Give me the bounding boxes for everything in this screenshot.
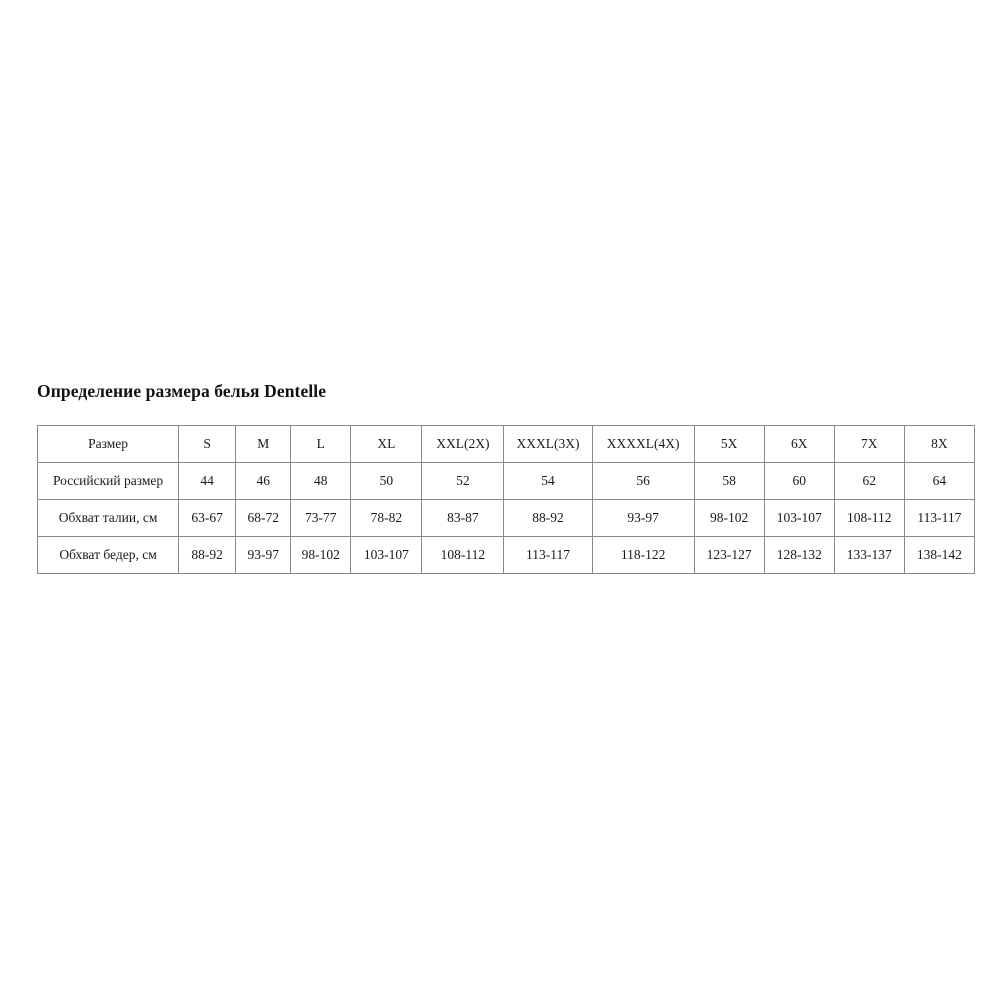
- row-label-russian-size: Российский размер: [36, 462, 180, 500]
- cell-russian-size-xl: 50: [350, 462, 423, 500]
- page-title: Определение размера белья Dentelle: [37, 381, 327, 401]
- cell-russian-size-m: 46: [235, 462, 292, 500]
- header-cell-5x: 5X: [693, 425, 765, 463]
- row-label-hips: Обхват бедер, см: [36, 536, 180, 574]
- cell-hips-8x: 138-142: [903, 536, 976, 574]
- cell-waist-5x: 98-102: [693, 499, 765, 537]
- table-row: Обхват бедер, см 88-92 93-97 98-102 103-…: [36, 536, 976, 574]
- row-label-waist: Обхват талии, см: [36, 499, 180, 537]
- cell-hips-6x: 128-132: [763, 536, 835, 574]
- cell-hips-2x: 108-112: [421, 536, 505, 574]
- header-cell-2x: XXL(2X): [421, 425, 505, 463]
- header-cell-3x: XXXL(3X): [503, 425, 593, 463]
- size-chart-table: Размер S M L XL XXL(2X) XXXL(3X) XXXXL(4…: [36, 425, 976, 574]
- header-cell-xl: XL: [350, 425, 423, 463]
- cell-waist-s: 63-67: [178, 499, 237, 537]
- cell-russian-size-2x: 52: [421, 462, 505, 500]
- cell-russian-size-7x: 62: [833, 462, 905, 500]
- cell-hips-m: 93-97: [235, 536, 292, 574]
- header-cell-8x: 8X: [903, 425, 976, 463]
- cell-waist-2x: 83-87: [421, 499, 505, 537]
- cell-russian-size-3x: 54: [503, 462, 593, 500]
- cell-waist-6x: 103-107: [763, 499, 835, 537]
- cell-hips-7x: 133-137: [833, 536, 905, 574]
- size-chart-container: Размер S M L XL XXL(2X) XXXL(3X) XXXXL(4…: [36, 425, 976, 574]
- cell-russian-size-4x: 56: [591, 462, 695, 500]
- table-header-row: Размер S M L XL XXL(2X) XXXL(3X) XXXXL(4…: [36, 425, 976, 463]
- table-row: Российский размер 44 46 48 50 52 54 56 5…: [36, 462, 976, 500]
- cell-hips-4x: 118-122: [591, 536, 695, 574]
- header-cell-l: L: [290, 425, 352, 463]
- header-cell-s: S: [178, 425, 237, 463]
- cell-hips-5x: 123-127: [693, 536, 765, 574]
- cell-hips-xl: 103-107: [350, 536, 423, 574]
- cell-hips-s: 88-92: [178, 536, 237, 574]
- header-cell-7x: 7X: [833, 425, 905, 463]
- cell-russian-size-l: 48: [290, 462, 352, 500]
- header-cell-4x: XXXXL(4X): [591, 425, 695, 463]
- cell-russian-size-8x: 64: [903, 462, 976, 500]
- cell-russian-size-5x: 58: [693, 462, 765, 500]
- header-cell-6x: 6X: [763, 425, 835, 463]
- header-cell-size-label: Размер: [36, 425, 180, 463]
- cell-russian-size-6x: 60: [763, 462, 835, 500]
- cell-hips-3x: 113-117: [503, 536, 593, 574]
- header-cell-m: M: [235, 425, 292, 463]
- cell-waist-7x: 108-112: [833, 499, 905, 537]
- cell-waist-xl: 78-82: [350, 499, 423, 537]
- cell-waist-8x: 113-117: [903, 499, 976, 537]
- table-row: Обхват талии, см 63-67 68-72 73-77 78-82…: [36, 499, 976, 537]
- cell-russian-size-s: 44: [178, 462, 237, 500]
- cell-waist-3x: 88-92: [503, 499, 593, 537]
- cell-waist-m: 68-72: [235, 499, 292, 537]
- cell-hips-l: 98-102: [290, 536, 352, 574]
- cell-waist-4x: 93-97: [591, 499, 695, 537]
- cell-waist-l: 73-77: [290, 499, 352, 537]
